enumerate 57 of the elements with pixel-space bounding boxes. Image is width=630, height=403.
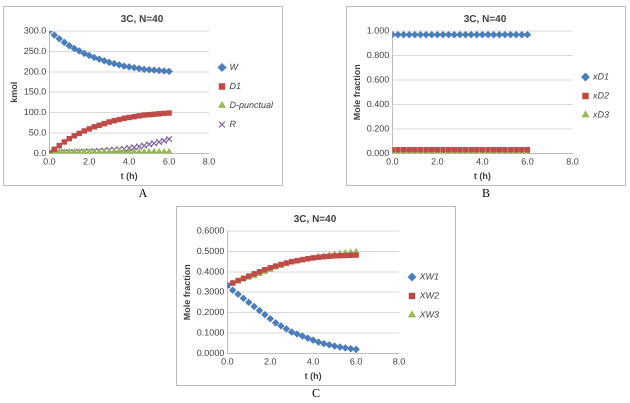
legend-label: XW1	[418, 272, 440, 282]
x-tick-label: 2.0	[264, 356, 277, 366]
legend-label: xD1	[592, 72, 610, 82]
chart-title: 3C, N=40	[294, 214, 337, 225]
x-tick-label: 2.0	[82, 156, 96, 166]
legend-label: D-punctual	[230, 100, 274, 110]
legend-label: XW3	[418, 310, 440, 320]
x-axis-title: t (h)	[120, 171, 138, 182]
y-tick-label: 0.1000	[196, 327, 224, 338]
y-tick-label: 50.0	[28, 127, 46, 138]
y-axis-title: Mole fraction	[352, 64, 362, 120]
chart-title: 3C, N=40	[464, 14, 507, 25]
legend-label: R	[230, 119, 236, 129]
x-tick-label: 4.0	[122, 156, 136, 166]
x-tick-label: 2.0	[431, 156, 444, 166]
chart-title: 3C, N=40	[120, 14, 164, 25]
x-tick-label: 4.0	[476, 156, 489, 166]
x-tick-label: 8.0	[392, 356, 406, 366]
x-tick-label: 8.0	[202, 156, 216, 166]
legend-label: xD3	[592, 110, 610, 120]
y-tick-label: 150.0	[24, 86, 46, 97]
legend-label: W	[230, 62, 240, 72]
x-axis-title: t (h)	[304, 371, 322, 382]
y-tick-label: 0.800	[366, 50, 390, 60]
text: C	[310, 386, 321, 400]
legend-label: xD2	[592, 90, 610, 100]
y-tick-label: 1.000	[366, 25, 390, 36]
y-tick-label: 0.600	[366, 74, 390, 84]
x-tick-label: 0.0	[221, 356, 234, 366]
x-tick-label: 0.0	[43, 156, 56, 166]
y-tick-label: 0.3000	[196, 286, 224, 297]
y-axis-title: Mole fraction	[182, 264, 192, 320]
y-tick-label: 0.6000	[196, 225, 224, 236]
y-tick-label: 100.0	[24, 107, 46, 118]
x-tick-label: 4.0	[306, 356, 320, 366]
legend-label: D1	[230, 81, 242, 91]
y-tick-label: 0.0000	[196, 348, 224, 358]
y-tick-label: 0.000	[366, 148, 390, 158]
y-tick-label: 0.4000	[196, 266, 224, 276]
x-axis-title: t (h)	[474, 171, 491, 182]
y-axis-title: kmol	[8, 82, 19, 103]
y-tick-label: 300.0	[24, 25, 46, 36]
x-tick-label: 6.0	[350, 356, 362, 366]
y-tick-label: 0.0	[34, 148, 46, 158]
x-tick-label: 0.0	[386, 156, 399, 166]
y-tick-label: 0.200	[366, 123, 390, 134]
text: A	[138, 186, 148, 200]
x-tick-label: 6.0	[521, 156, 534, 166]
y-tick-label: 0.400	[366, 98, 390, 109]
y-tick-label: 0.2000	[196, 307, 224, 318]
y-tick-label: 0.5000	[196, 246, 224, 256]
y-tick-label: 250.0	[24, 46, 46, 56]
y-tick-label: 200.0	[24, 66, 46, 76]
text: B	[480, 186, 491, 200]
x-tick-label: 6.0	[162, 156, 176, 166]
x-tick-label: 8.0	[566, 156, 579, 166]
legend-label: XW2	[418, 290, 440, 300]
